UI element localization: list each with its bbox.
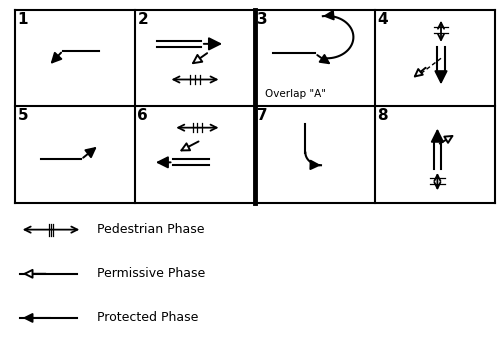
Text: Permissive Phase: Permissive Phase [96,267,205,280]
Text: 3: 3 [258,12,268,27]
Text: Overlap "A": Overlap "A" [264,89,326,99]
Text: 2: 2 [138,12,148,27]
Text: 6: 6 [138,108,148,123]
Text: 8: 8 [378,108,388,123]
Text: Protected Phase: Protected Phase [96,311,198,324]
Text: 5: 5 [18,108,28,123]
Text: Pedestrian Phase: Pedestrian Phase [96,223,204,236]
Text: 7: 7 [258,108,268,123]
Text: 1: 1 [18,12,28,27]
Text: 4: 4 [378,12,388,27]
